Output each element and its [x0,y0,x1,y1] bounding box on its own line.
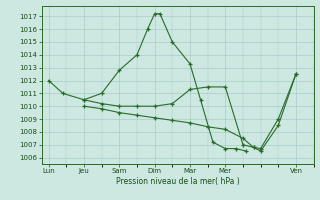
X-axis label: Pression niveau de la mer( hPa ): Pression niveau de la mer( hPa ) [116,177,239,186]
